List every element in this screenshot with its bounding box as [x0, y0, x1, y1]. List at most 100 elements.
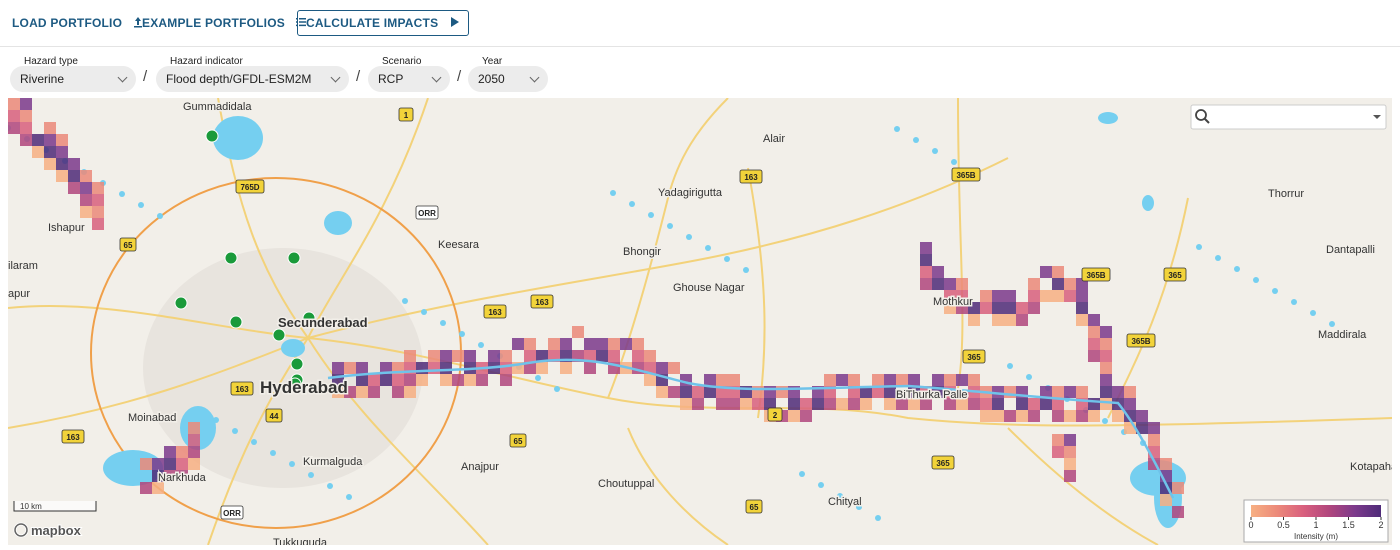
flood-cell [500, 374, 512, 386]
road-shield [415, 205, 439, 220]
pond [346, 494, 352, 500]
flood-cell [1064, 290, 1076, 302]
filter-select[interactable]: Flood depth/GFDL-ESM2M (WRI) [156, 66, 349, 112]
search-icon [1195, 109, 1207, 121]
flood-cell [716, 374, 728, 386]
flood-cell [1064, 410, 1076, 422]
flood-cell [20, 110, 32, 122]
filter-label: Hazard type [24, 56, 78, 67]
place-label: BiThurka Palle [896, 389, 968, 401]
flood-cell [332, 386, 344, 398]
flood-cell [716, 398, 728, 410]
upload-icon [133, 17, 142, 28]
flood-cell [380, 374, 392, 386]
flood-cell [992, 314, 1004, 326]
search-box[interactable] [1190, 104, 1387, 130]
place-label: Yadagirigutta [658, 187, 723, 199]
load-portfolio-button[interactable]: LOAD PORTFOLIO [12, 11, 144, 35]
place-label: Mothkur [933, 296, 973, 308]
flood-cell [1028, 410, 1040, 422]
button-label: EXAMPLE PORTFOLIOS [142, 16, 285, 30]
flood-cell [932, 374, 944, 386]
map[interactable]: Gummadidala Ishapur ilaram apur Keesara Bhong… [8, 98, 1392, 545]
flood-cell [1064, 458, 1076, 470]
road-shield [119, 237, 137, 252]
pond [1310, 310, 1316, 316]
flood-cell [1040, 398, 1052, 410]
pond [402, 298, 408, 304]
asset-marker [224, 251, 238, 265]
flood-cell [152, 482, 164, 494]
pond [1196, 244, 1202, 250]
calculate-impacts-button[interactable]: CALCULATE IMPACTS [297, 10, 469, 36]
flood-cell [908, 398, 920, 410]
flood-cell [1004, 302, 1016, 314]
filter-select[interactable]: RCP 4.5 [368, 66, 450, 112]
flood-cell [488, 350, 500, 362]
road-shield [398, 107, 414, 122]
flood-cell [728, 398, 740, 410]
filter-select[interactable]: 2050 [468, 66, 548, 92]
flood-cell [356, 374, 368, 386]
asset-marker [287, 251, 301, 265]
flood-cell [680, 398, 692, 410]
flood-cell [920, 266, 932, 278]
place-label: Bhongir [623, 246, 661, 258]
flood-cell [404, 386, 416, 398]
flood-cell [44, 146, 56, 158]
flood-cell [188, 422, 200, 434]
flood-cell [20, 134, 32, 146]
flood-cell [1136, 422, 1148, 434]
flood-cell [164, 470, 176, 482]
road-shield [962, 349, 986, 364]
flood-cell [704, 386, 716, 398]
flood-cell [536, 350, 548, 362]
flood-cell [164, 458, 176, 470]
flood-cell [44, 122, 56, 134]
flood-cell [1016, 398, 1028, 410]
flood-cell [1064, 434, 1076, 446]
flood-cell [596, 338, 608, 350]
flood-cell [1004, 314, 1016, 326]
road-shield [1081, 267, 1111, 282]
flood-cell [92, 194, 104, 206]
place-label: Thorrur [1268, 188, 1304, 200]
flood-cell [392, 386, 404, 398]
flood-cell [380, 362, 392, 374]
separator: / [356, 68, 361, 85]
flood-cell [464, 350, 476, 362]
list-icon [295, 18, 306, 27]
flood-cell [1148, 422, 1160, 434]
flood-cell [644, 374, 656, 386]
flood-cell [884, 386, 896, 398]
road-shield [1163, 267, 1187, 282]
flood-cell [1040, 290, 1052, 302]
road-shield-label: 163 [488, 308, 502, 317]
flood-cell [908, 386, 920, 398]
flood-cell [440, 362, 452, 374]
pond [894, 126, 900, 132]
flood-cell [560, 338, 572, 350]
flood-cell [8, 98, 20, 110]
filter-select[interactable]: Riverine Inundation [10, 66, 136, 112]
flood-cell [848, 398, 860, 410]
road [607, 98, 729, 399]
road-shield [61, 429, 85, 444]
road-shield-label: 163 [535, 298, 549, 307]
place-label: Kotapaha [1350, 461, 1392, 473]
pond [724, 256, 730, 262]
flood-cell [932, 278, 944, 290]
filter-label: Hazard indicator [170, 56, 243, 67]
road-shield [235, 179, 265, 194]
flood-cell [1076, 314, 1088, 326]
road [307, 337, 489, 545]
flood-cell [848, 386, 860, 398]
flood-cell [152, 458, 164, 470]
flood-cell [476, 374, 488, 386]
flood-cell [1052, 410, 1064, 422]
example-portfolios-button[interactable]: EXAMPLE PORTFOLIOS [142, 11, 307, 35]
legend-tick-label: 1.5 [1342, 520, 1355, 530]
flood-cell [860, 398, 872, 410]
legend-tick-label: 1 [1313, 520, 1318, 530]
road-shield-label: 163 [235, 385, 249, 394]
